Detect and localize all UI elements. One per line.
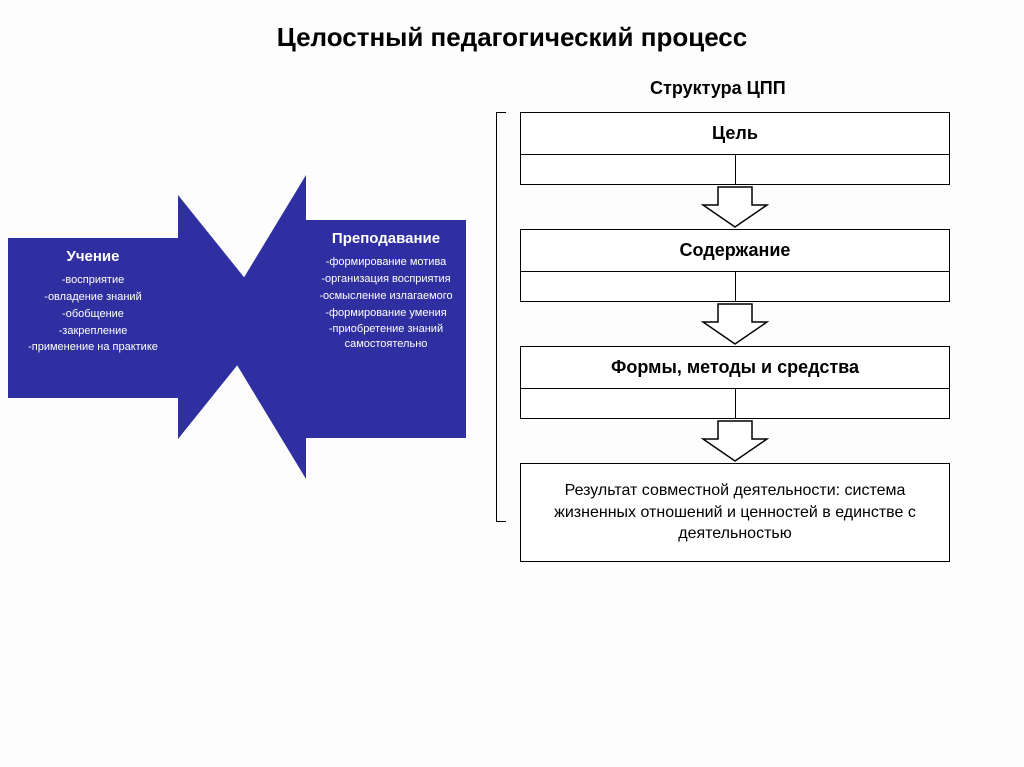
arrow-item: -организация восприятия — [314, 272, 458, 287]
flow-box-lower — [521, 388, 949, 418]
arrows-panel: Учение -восприятие -овладение знаний -обоб… — [8, 130, 488, 550]
right-arrow-items: -формирование мотива -организация восприя… — [314, 255, 458, 352]
arrow-item: -применение на практике — [16, 340, 170, 355]
page-title: Целостный педагогический процесс — [0, 22, 1024, 53]
arrow-item: -осмысление излагаемого — [314, 289, 458, 304]
flow-container: Цель Содержание Формы, методы и средства… — [508, 112, 988, 562]
flow-box-lower — [521, 154, 949, 184]
flow-box-label: Цель — [521, 113, 949, 154]
flow-box-cell — [735, 272, 950, 301]
subtitle: Структура ЦПП — [650, 78, 786, 99]
arrow-item: -приобретение знаний самостоятельно — [314, 322, 458, 352]
down-arrow — [520, 419, 950, 463]
flow-box-label: Формы, методы и средства — [521, 347, 949, 388]
right-arrow-body: Преподавание -формирование мотива -органи… — [306, 220, 466, 438]
result-box: Результат совместной деятельности: систе… — [520, 463, 950, 562]
arrow-item: -овладение знаний — [16, 290, 170, 305]
flow-box-cell — [735, 389, 950, 418]
down-arrow — [520, 302, 950, 346]
flow-box-cell — [521, 272, 735, 301]
flow-box-cell — [521, 155, 735, 184]
arrow-item: -формирование мотива — [314, 255, 458, 270]
right-arrow-heading: Преподавание — [314, 230, 458, 247]
flow-box-label: Содержание — [521, 230, 949, 271]
arrow-item: -восприятие — [16, 273, 170, 288]
arrow-item: -обобщение — [16, 307, 170, 322]
left-arrow-items: -восприятие -овладение знаний -обобщение -з… — [16, 273, 170, 355]
flow-panel: Цель Содержание Формы, методы и средства… — [508, 112, 988, 562]
left-arrow-heading: Учение — [16, 248, 170, 265]
arrow-item: -формирование умения — [314, 306, 458, 321]
bracket — [496, 112, 506, 522]
flow-box: Формы, методы и средства — [520, 346, 950, 419]
flow-box-cell — [521, 389, 735, 418]
flow-box-cell — [735, 155, 950, 184]
flow-box-lower — [521, 271, 949, 301]
flow-box: Цель — [520, 112, 950, 185]
right-arrow-head — [214, 175, 306, 479]
down-arrow — [520, 185, 950, 229]
left-arrow-body: Учение -восприятие -овладение знаний -обоб… — [8, 238, 178, 398]
flow-box: Содержание — [520, 229, 950, 302]
arrow-item: -закрепление — [16, 324, 170, 339]
